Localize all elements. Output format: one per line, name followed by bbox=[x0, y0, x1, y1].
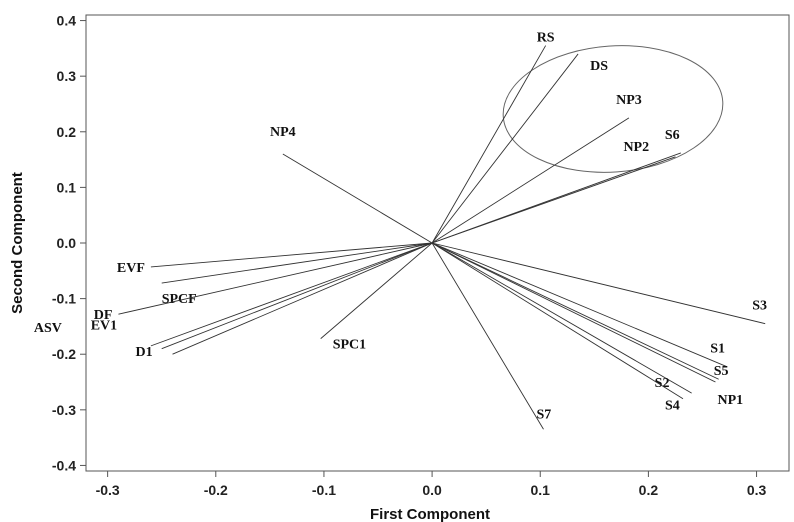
vector-label-evf: EVF bbox=[117, 261, 145, 276]
vector-line-ev1 bbox=[161, 242, 433, 350]
vector-label-s4: S4 bbox=[665, 399, 680, 414]
vector-line-s2 bbox=[431, 242, 692, 394]
loading-vectors: RS DS NP3 S6 NP2 NP4 EVF SPCF DF ASV EV1 D1 SPC1 S7 S3… bbox=[34, 31, 767, 430]
vector-line-s5 bbox=[431, 242, 719, 380]
vector-line-spc1 bbox=[320, 242, 433, 339]
vector-line-np4 bbox=[282, 153, 433, 244]
vector-line-ds bbox=[431, 53, 579, 244]
vector-line-np2 bbox=[431, 156, 676, 244]
vector-line-s4 bbox=[431, 242, 684, 400]
vector-line-s1 bbox=[431, 242, 727, 367]
vector-line-s7 bbox=[431, 242, 544, 430]
vector-label-s6: S6 bbox=[665, 128, 680, 143]
vector-label-s1: S1 bbox=[710, 341, 725, 356]
vector-label-ev1: EV1 bbox=[91, 319, 117, 334]
x-axis: -0.3 -0.2 -0.1 0.0 0.1 0.2 0.3 bbox=[96, 471, 767, 498]
x-axis-title: First Component bbox=[370, 506, 490, 522]
plot-frame bbox=[85, 14, 790, 472]
y-tick-label: 0.0 bbox=[57, 235, 77, 251]
x-tick-label: -0.3 bbox=[96, 482, 120, 498]
vector-label-np4: NP4 bbox=[270, 125, 296, 140]
y-tick-label: 0.1 bbox=[57, 179, 77, 195]
x-tick-label: 0.2 bbox=[639, 482, 659, 498]
vector-label-np2: NP2 bbox=[623, 140, 649, 155]
vector-label-df: DF bbox=[94, 308, 113, 323]
vector-line-np1 bbox=[431, 242, 716, 383]
vector-line-np3 bbox=[431, 117, 630, 244]
y-tick-label: -0.3 bbox=[52, 402, 76, 418]
highlight-ellipse-group bbox=[502, 45, 724, 173]
x-tick-label: 0.0 bbox=[422, 482, 442, 498]
vector-line-evf bbox=[150, 242, 433, 268]
vector-line-spcf bbox=[161, 242, 433, 284]
y-tick-label: 0.3 bbox=[57, 68, 77, 84]
highlight-ellipse bbox=[502, 45, 724, 173]
x-tick-label: -0.2 bbox=[204, 482, 228, 498]
y-tick-label: -0.2 bbox=[52, 346, 76, 362]
vector-label-s7: S7 bbox=[536, 407, 551, 422]
y-tick-label: -0.4 bbox=[52, 457, 76, 473]
vector-line-df bbox=[118, 242, 433, 315]
vector-label-s2: S2 bbox=[655, 376, 670, 391]
y-tick-label: 0.2 bbox=[57, 124, 77, 140]
y-tick-label: 0.4 bbox=[57, 13, 77, 29]
vector-line-s3 bbox=[431, 242, 766, 325]
vector-label-d1: D1 bbox=[136, 345, 153, 360]
vector-label-ds: DS bbox=[590, 59, 608, 74]
vector-line-rs bbox=[431, 45, 547, 244]
x-tick-label: -0.1 bbox=[312, 482, 336, 498]
x-tick-label: 0.1 bbox=[531, 482, 551, 498]
vector-label-np1: NP1 bbox=[717, 393, 743, 408]
vector-label-rs: RS bbox=[537, 31, 555, 46]
vector-line-asv bbox=[150, 242, 433, 347]
vector-label-np3: NP3 bbox=[616, 93, 642, 108]
vector-label-asv: ASV bbox=[34, 321, 62, 336]
x-tick-label: 0.3 bbox=[747, 482, 767, 498]
y-axis: 0.4 0.3 0.2 0.1 0.0 -0.1 -0.2 -0.3 -0.4 bbox=[52, 13, 86, 473]
vector-label-s5: S5 bbox=[714, 364, 729, 379]
vector-line-d1 bbox=[172, 242, 433, 355]
vector-label-s3: S3 bbox=[752, 299, 767, 314]
y-tick-label: -0.1 bbox=[52, 291, 76, 307]
vector-label-spcf: SPCF bbox=[162, 292, 197, 307]
vector-label-spc1: SPC1 bbox=[333, 338, 366, 353]
y-axis-title: Second Component bbox=[9, 172, 26, 314]
